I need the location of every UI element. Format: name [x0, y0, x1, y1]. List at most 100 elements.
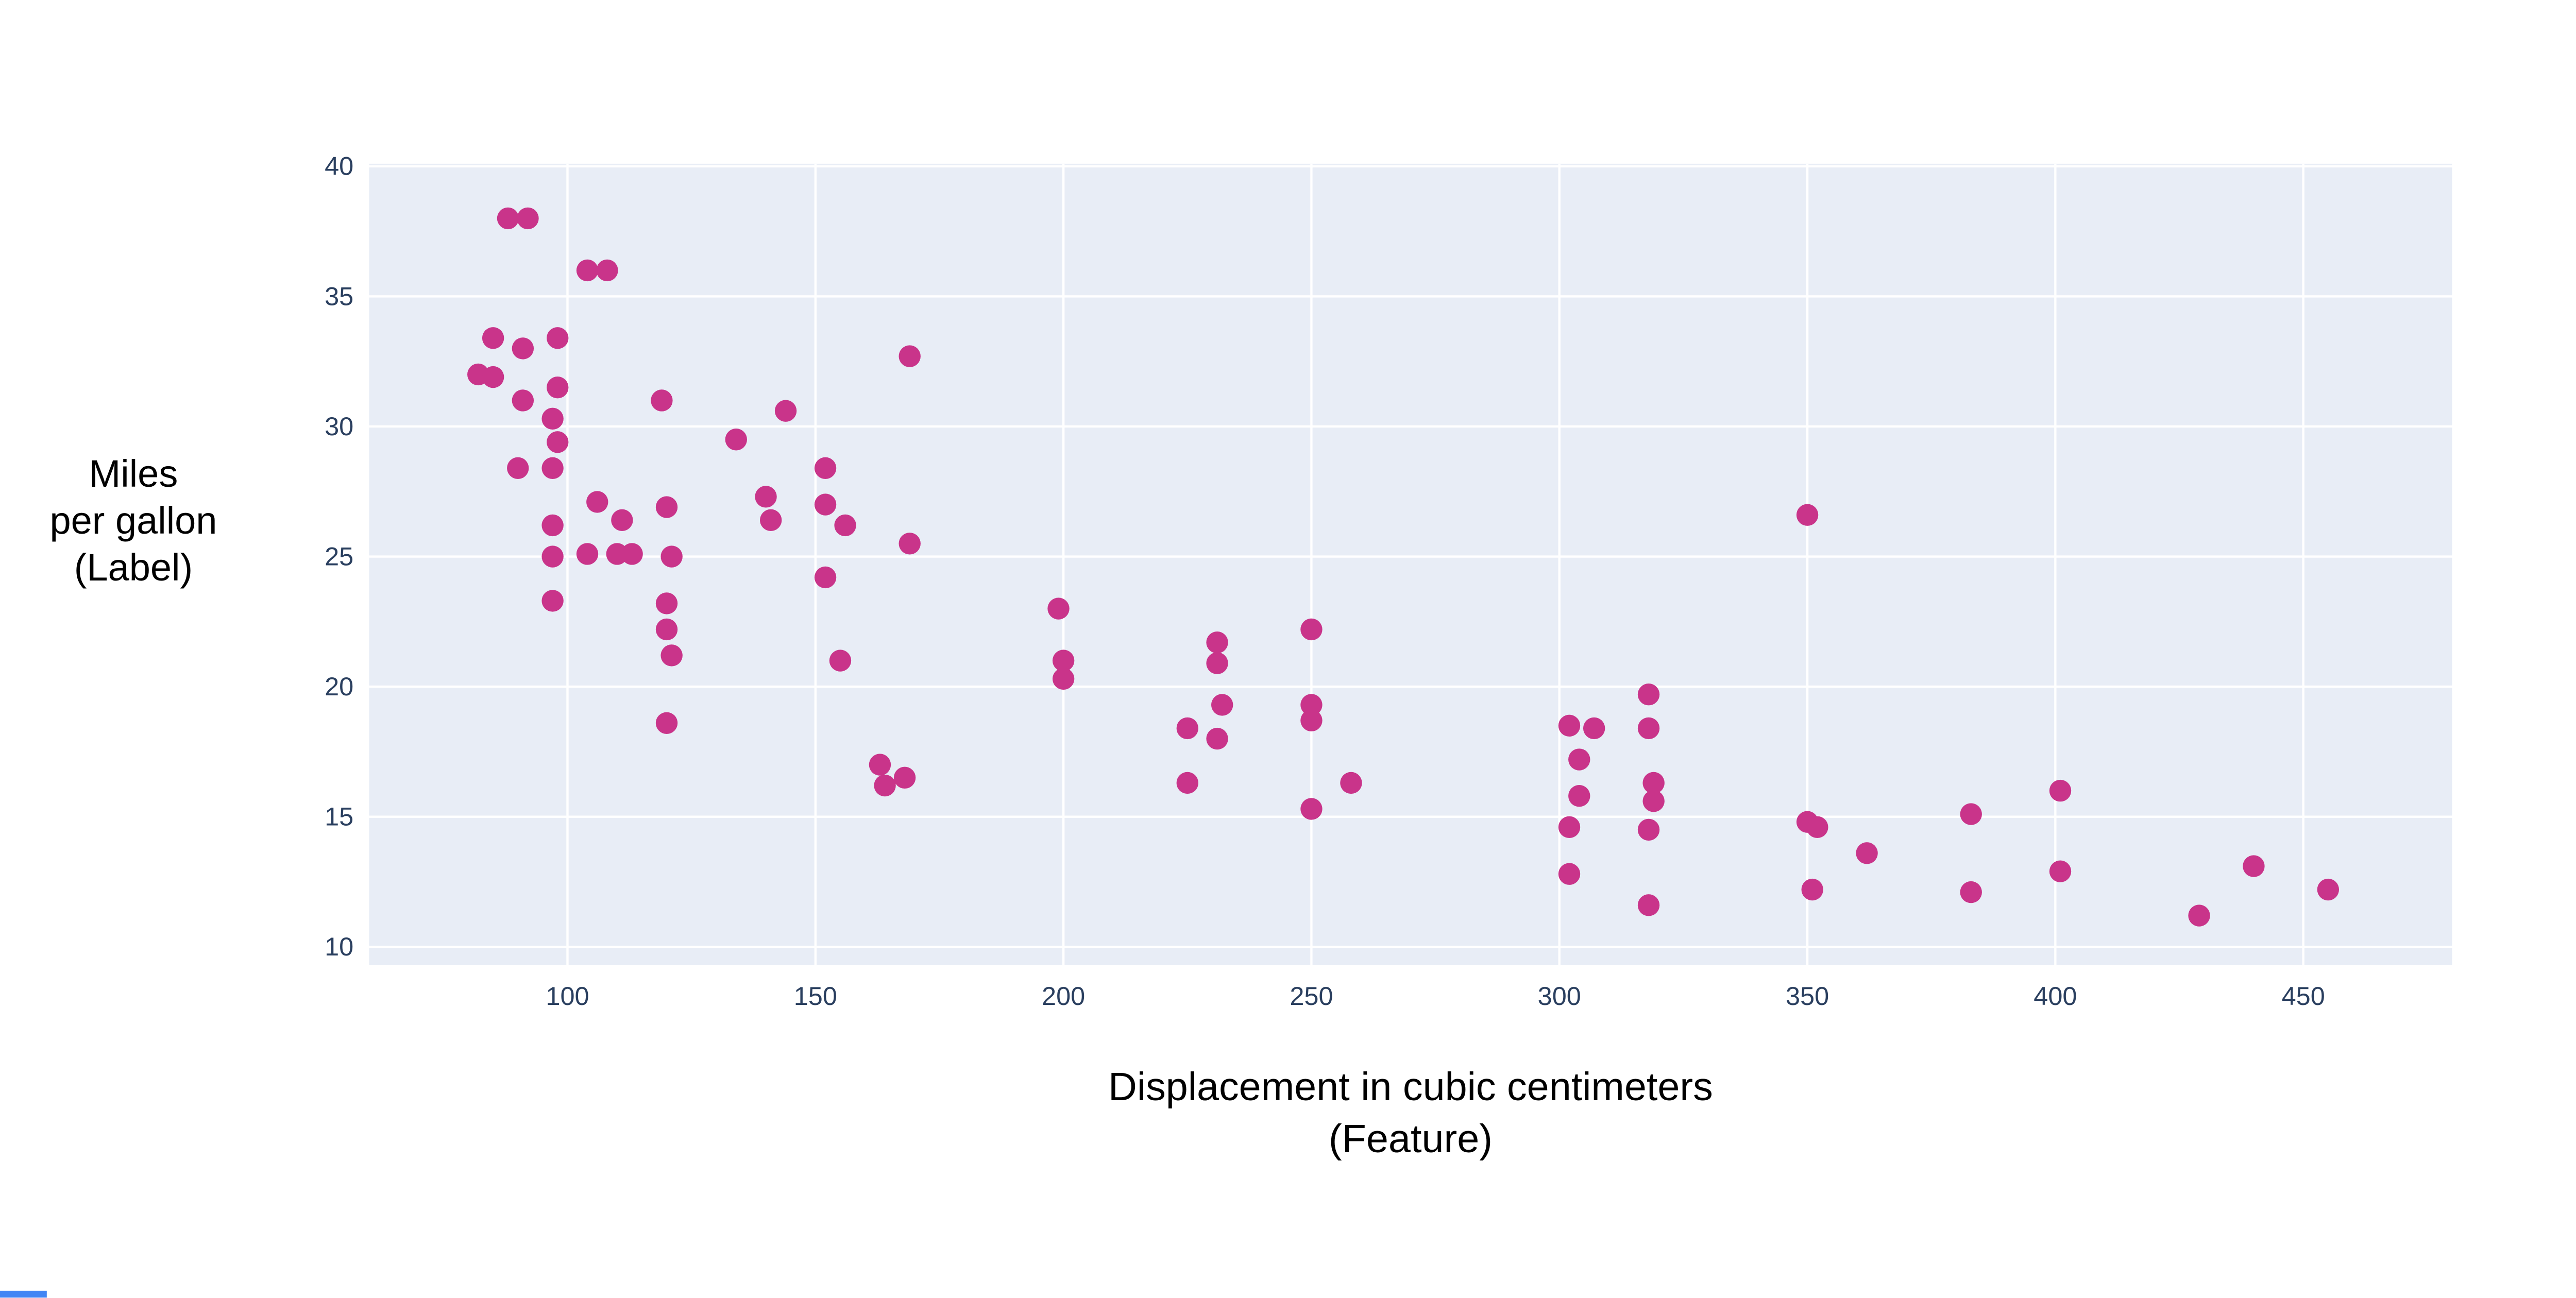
data-point[interactable] — [1568, 748, 1590, 771]
data-point[interactable] — [2317, 878, 2340, 901]
data-point[interactable] — [547, 327, 569, 349]
data-point[interactable] — [655, 592, 678, 614]
data-point[interactable] — [1176, 772, 1198, 794]
data-point[interactable] — [834, 514, 856, 537]
data-point[interactable] — [512, 337, 534, 360]
y-axis-title-line-3: (Label) — [74, 545, 193, 589]
data-point[interactable] — [507, 457, 529, 480]
data-point[interactable] — [725, 429, 747, 451]
data-point[interactable] — [512, 389, 534, 412]
data-point[interactable] — [482, 366, 504, 388]
data-point[interactable] — [1206, 631, 1228, 654]
data-point[interactable] — [869, 754, 891, 776]
x-tick-label: 150 — [794, 981, 837, 1011]
plot-background — [369, 163, 2452, 965]
data-point[interactable] — [482, 327, 504, 349]
x-tick-label: 100 — [546, 981, 589, 1011]
data-point[interactable] — [814, 493, 837, 516]
data-point[interactable] — [1801, 878, 1823, 901]
data-point[interactable] — [1211, 694, 1233, 716]
y-tick-label: 30 — [325, 412, 353, 441]
data-point[interactable] — [586, 491, 608, 513]
data-point[interactable] — [899, 533, 921, 555]
data-point[interactable] — [541, 514, 564, 537]
data-point[interactable] — [541, 407, 564, 430]
x-axis-title-line-1: Displacement in cubic centimeters — [1108, 1064, 1713, 1109]
data-point[interactable] — [829, 650, 852, 672]
data-point[interactable] — [611, 509, 633, 532]
data-point[interactable] — [517, 207, 539, 230]
data-point[interactable] — [1960, 803, 1982, 825]
data-point[interactable] — [759, 509, 782, 532]
data-point[interactable] — [1856, 842, 1878, 864]
data-point[interactable] — [541, 590, 564, 612]
data-point[interactable] — [576, 259, 599, 282]
data-point[interactable] — [1206, 652, 1228, 674]
y-tick-label: 20 — [325, 672, 353, 701]
data-point[interactable] — [1642, 772, 1665, 794]
data-point[interactable] — [547, 431, 569, 453]
data-point[interactable] — [1806, 816, 1828, 839]
data-point[interactable] — [655, 496, 678, 518]
data-point[interactable] — [1637, 717, 1660, 740]
data-point[interactable] — [1052, 650, 1075, 672]
data-point[interactable] — [1960, 881, 1982, 903]
data-point[interactable] — [1300, 709, 1323, 731]
data-point[interactable] — [1568, 785, 1590, 807]
data-point[interactable] — [655, 618, 678, 641]
data-point[interactable] — [660, 545, 683, 568]
x-tick-label: 350 — [1786, 981, 1829, 1011]
data-point[interactable] — [596, 259, 618, 282]
data-point[interactable] — [2049, 860, 2072, 882]
data-point[interactable] — [651, 389, 673, 412]
data-point[interactable] — [2049, 779, 2072, 802]
data-point[interactable] — [1300, 694, 1323, 716]
data-point[interactable] — [1052, 668, 1075, 690]
data-point[interactable] — [2188, 904, 2210, 927]
data-point[interactable] — [874, 774, 896, 797]
data-point[interactable] — [1796, 504, 1819, 526]
data-point[interactable] — [1340, 772, 1362, 794]
y-tick-label: 25 — [325, 541, 353, 571]
y-tick-label: 15 — [325, 801, 353, 831]
data-point[interactable] — [755, 486, 777, 508]
data-point[interactable] — [1300, 798, 1323, 820]
data-point[interactable] — [1047, 597, 1070, 620]
data-point[interactable] — [1558, 816, 1581, 839]
data-point[interactable] — [774, 400, 797, 422]
data-point[interactable] — [576, 543, 599, 565]
data-point[interactable] — [547, 377, 569, 399]
data-point[interactable] — [893, 766, 916, 789]
data-point[interactable] — [1176, 717, 1198, 740]
data-point[interactable] — [899, 345, 921, 367]
data-point[interactable] — [541, 545, 564, 568]
data-point[interactable] — [1558, 863, 1581, 885]
data-point[interactable] — [541, 457, 564, 480]
data-point[interactable] — [1637, 818, 1660, 841]
x-tick-label: 400 — [2033, 981, 2077, 1011]
data-point[interactable] — [497, 207, 519, 230]
data-point[interactable] — [1300, 618, 1323, 641]
y-axis-title: Miles per gallon (Label) — [0, 451, 267, 591]
y-tick-label: 10 — [325, 932, 353, 961]
data-point[interactable] — [1583, 717, 1605, 740]
x-tick-label: 300 — [1538, 981, 1581, 1011]
data-point[interactable] — [1558, 714, 1581, 737]
x-axis-title: Displacement in cubic centimeters (Featu… — [369, 1061, 2452, 1165]
data-point[interactable] — [660, 644, 683, 667]
x-tick-label: 450 — [2282, 981, 2325, 1011]
data-point[interactable] — [2243, 855, 2265, 877]
data-point[interactable] — [1206, 727, 1228, 750]
data-point[interactable] — [1637, 894, 1660, 916]
x-tick-label: 250 — [1290, 981, 1333, 1011]
data-point[interactable] — [1637, 684, 1660, 706]
data-point[interactable] — [814, 457, 837, 480]
bottom-blue-indicator — [0, 1290, 47, 1298]
data-point[interactable] — [655, 712, 678, 734]
y-axis-title-line-1: Miles — [89, 452, 178, 496]
data-point[interactable] — [621, 543, 643, 565]
data-point[interactable] — [814, 566, 837, 589]
data-point[interactable] — [1642, 790, 1665, 812]
x-axis-title-line-2: (Feature) — [1328, 1116, 1493, 1161]
